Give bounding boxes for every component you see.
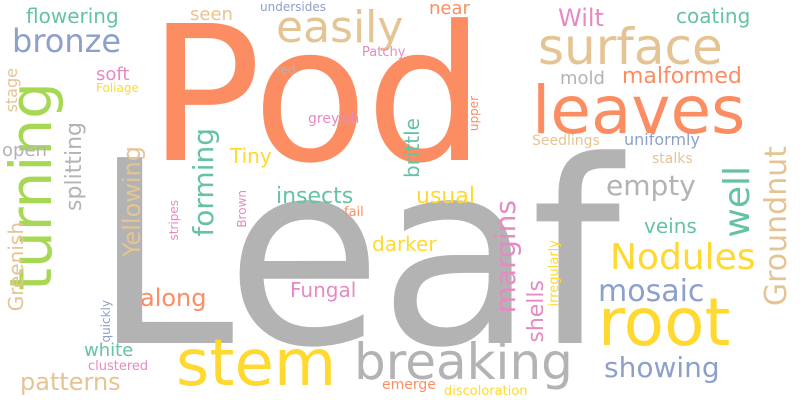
word-soft: soft bbox=[96, 64, 130, 85]
word-wilt: Wilt bbox=[558, 4, 604, 32]
word-usual: usual bbox=[416, 184, 475, 209]
word-emerge: emerge bbox=[382, 377, 436, 393]
word-stem: stem bbox=[176, 327, 337, 400]
word-stage: stage bbox=[2, 68, 21, 113]
word-seen: seen bbox=[190, 4, 233, 25]
word-patchy: Patchy bbox=[362, 45, 406, 60]
word-stalks: stalks bbox=[652, 151, 693, 167]
word-malformed: malformed bbox=[622, 64, 742, 89]
word-seedlings: Seedlings bbox=[532, 133, 600, 149]
word-red: red bbox=[276, 63, 296, 77]
word-foliage: Foliage bbox=[96, 81, 139, 95]
word-fail: fail bbox=[344, 205, 364, 220]
word-quickly: quickly bbox=[99, 300, 113, 343]
word-near: near bbox=[429, 0, 470, 19]
word-mold: mold bbox=[560, 68, 605, 89]
word-darker: darker bbox=[372, 232, 437, 256]
word-brittle: brittle bbox=[400, 118, 424, 179]
word-root: root bbox=[598, 284, 731, 361]
word-pod: Pod bbox=[148, 0, 485, 205]
word-fungal: Fungal bbox=[290, 278, 357, 302]
word-flowering: flowering bbox=[26, 4, 119, 28]
word-tiny: Tiny bbox=[230, 144, 272, 168]
word-yellowing: Yellowing bbox=[118, 146, 146, 257]
word-insects: insects bbox=[276, 184, 354, 209]
word-stripes: stripes bbox=[167, 200, 181, 241]
word-groundnut: Groundnut bbox=[759, 146, 794, 307]
word-along: along bbox=[140, 284, 207, 312]
word-brown: Brown bbox=[235, 190, 249, 228]
word-greyish: greyish bbox=[308, 111, 360, 127]
word-margins: margins bbox=[489, 200, 522, 314]
word-undersides: undersides bbox=[260, 0, 326, 14]
word-upper: upper bbox=[467, 96, 481, 132]
word-leaf: Leaf bbox=[92, 107, 621, 400]
word-clustered: clustered bbox=[88, 359, 149, 374]
word-empty: empty bbox=[606, 169, 696, 202]
word-white: white bbox=[84, 340, 134, 361]
word-patterns: patterns bbox=[20, 368, 121, 396]
word-discoloration: discoloration bbox=[444, 384, 528, 399]
word-mosaic: mosaic bbox=[598, 274, 705, 309]
word-surface: surface bbox=[538, 18, 723, 76]
word-bronze: bronze bbox=[12, 22, 122, 60]
word-coating: coating bbox=[676, 4, 751, 28]
word-greenish: Greenish bbox=[4, 222, 28, 312]
word-well: well bbox=[717, 166, 758, 238]
word-shells: shells bbox=[524, 280, 549, 343]
word-uniformly: uniformly bbox=[624, 130, 700, 149]
word-nodules: Nodules bbox=[610, 237, 756, 278]
word-irregularly: irregularly bbox=[547, 240, 562, 307]
word-breaking: breaking bbox=[354, 333, 573, 391]
word-leaves: leaves bbox=[532, 72, 746, 149]
word-splitting: splitting bbox=[62, 122, 87, 211]
word-forming: forming bbox=[187, 128, 220, 237]
word-veins: veins bbox=[644, 214, 697, 238]
word-open: open bbox=[2, 140, 47, 161]
word-showing: showing bbox=[604, 351, 720, 384]
word-easily: easily bbox=[276, 2, 404, 53]
